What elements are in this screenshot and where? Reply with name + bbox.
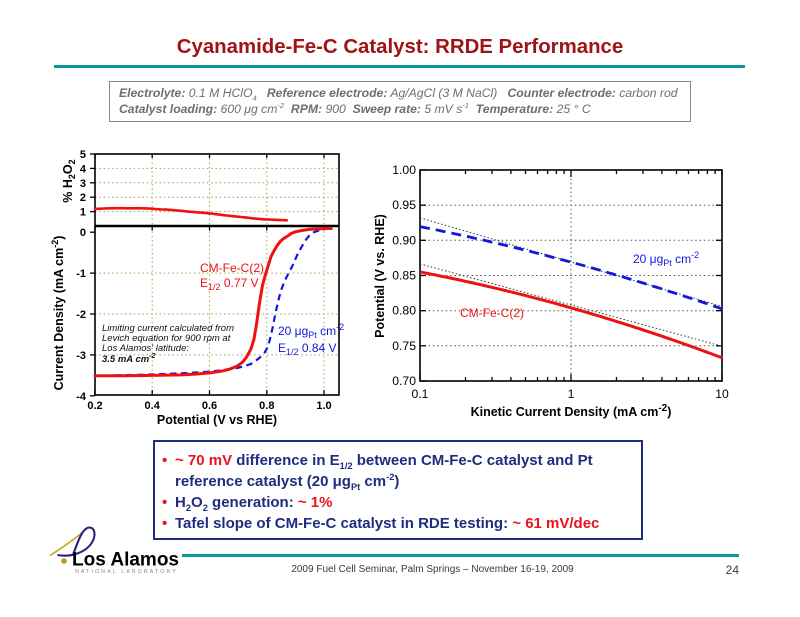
svg-text:1: 1 <box>80 207 86 219</box>
svg-text:Limiting current calculated fr: Limiting current calculated from <box>102 323 234 334</box>
svg-text:20 μgPt cm-2: 20 μgPt cm-2 <box>278 322 344 340</box>
svg-text:Potential (V vs RHE): Potential (V vs RHE) <box>157 413 277 427</box>
svg-text:2: 2 <box>80 192 86 204</box>
svg-text:0.2: 0.2 <box>87 400 102 412</box>
svg-text:20 μgPt cm-2: 20 μgPt cm-2 <box>633 250 699 268</box>
svg-text:Los Alamos: Los Alamos <box>72 550 179 571</box>
svg-text:4: 4 <box>80 163 87 175</box>
svg-text:% H2O2: % H2O2 <box>61 159 77 202</box>
svg-text:0.90: 0.90 <box>392 233 416 247</box>
svg-text:0.70: 0.70 <box>392 374 416 388</box>
svg-text:-3: -3 <box>76 350 86 362</box>
svg-text:Kinetic Current Density (mA cm: Kinetic Current Density (mA cm-2) <box>471 403 672 419</box>
svg-text:Los Alamos' latitude:: Los Alamos' latitude: <box>102 343 189 354</box>
svg-text:0.80: 0.80 <box>392 304 416 318</box>
svg-text:5: 5 <box>80 149 86 161</box>
svg-text:10: 10 <box>715 387 729 401</box>
svg-text:-2: -2 <box>76 309 86 321</box>
svg-text:1: 1 <box>568 387 575 401</box>
svg-text:-4: -4 <box>76 391 87 403</box>
svg-text:0.4: 0.4 <box>145 400 161 412</box>
svg-text:1.0: 1.0 <box>316 400 331 412</box>
svg-text:CM-Fe-C(2): CM-Fe-C(2) <box>460 306 524 320</box>
svg-text:3.5 mA cm-2: 3.5 mA cm-2 <box>102 353 156 365</box>
svg-text:3: 3 <box>80 178 86 190</box>
svg-text:E1/2 0.84 V: E1/2 0.84 V <box>278 341 337 357</box>
svg-text:0.85: 0.85 <box>392 269 416 283</box>
svg-text:NATIONAL LABORATORY: NATIONAL LABORATORY <box>75 569 178 575</box>
svg-text:0.8: 0.8 <box>259 400 274 412</box>
svg-text:Potential (V vs. RHE): Potential (V vs. RHE) <box>373 214 387 338</box>
svg-text:-1: -1 <box>76 268 86 280</box>
svg-text:E1/2 0.77 V: E1/2 0.77 V <box>200 276 259 292</box>
svg-text:Current Density (mA cm-2): Current Density (mA cm-2) <box>50 236 66 391</box>
svg-text:0.6: 0.6 <box>202 400 217 412</box>
svg-text:1.00: 1.00 <box>392 163 416 177</box>
svg-text:0.95: 0.95 <box>392 198 416 212</box>
svg-text:0.75: 0.75 <box>392 339 416 353</box>
svg-text:0: 0 <box>80 227 86 239</box>
svg-text:Levich equation for 900 rpm at: Levich equation for 900 rpm at <box>102 333 231 344</box>
svg-text:CM-Fe-C(2): CM-Fe-C(2) <box>200 261 264 275</box>
svg-text:0.1: 0.1 <box>412 387 429 401</box>
